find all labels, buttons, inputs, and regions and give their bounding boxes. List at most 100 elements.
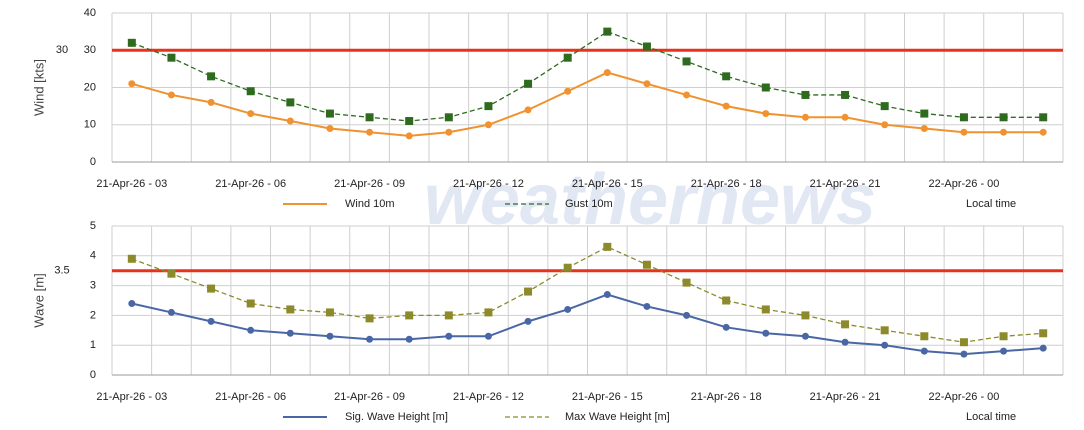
x-note: Local time	[966, 411, 1016, 423]
marker	[484, 121, 492, 129]
marker	[444, 311, 453, 320]
marker	[444, 113, 453, 122]
marker	[127, 38, 136, 47]
watermark: weathernews	[424, 160, 876, 240]
marker	[920, 124, 928, 132]
y-tick-label: 4	[90, 250, 96, 262]
marker	[247, 110, 255, 118]
marker	[643, 80, 651, 88]
marker	[920, 332, 929, 341]
marker	[405, 335, 413, 343]
marker	[841, 90, 850, 99]
marker	[366, 335, 374, 343]
marker	[405, 132, 413, 140]
marker	[167, 308, 175, 316]
marker	[365, 113, 374, 122]
marker	[246, 299, 255, 308]
y-axis-label: Wind [kts]	[31, 59, 46, 116]
marker	[761, 83, 770, 92]
marker	[207, 98, 215, 106]
marker	[880, 326, 889, 335]
marker	[484, 308, 493, 317]
marker	[247, 326, 255, 334]
marker	[246, 87, 255, 96]
marker	[167, 53, 176, 62]
marker	[326, 332, 334, 340]
marker	[1039, 344, 1047, 352]
marker	[999, 113, 1008, 122]
marker	[881, 121, 889, 129]
marker	[960, 128, 968, 136]
x-tick-label: 21-Apr-26 - 09	[334, 178, 405, 190]
marker	[207, 284, 216, 293]
marker	[722, 296, 731, 305]
marker	[563, 53, 572, 62]
marker	[326, 124, 334, 132]
y-tick-label: 5	[90, 220, 96, 232]
x-tick-label: 21-Apr-26 - 15	[572, 391, 643, 403]
y-axis-label: Wave [m]	[31, 273, 46, 327]
y-tick-label: 1	[90, 339, 96, 351]
marker	[286, 117, 294, 125]
legend-label: Gust 10m	[565, 198, 613, 210]
series-line	[131, 293, 1044, 356]
marker	[801, 311, 810, 320]
marker	[841, 338, 849, 346]
marker	[564, 305, 572, 313]
marker	[801, 332, 809, 340]
marker	[563, 263, 572, 272]
marker	[445, 128, 453, 136]
threshold-label: 30	[56, 44, 68, 56]
marker	[564, 87, 572, 95]
marker	[1039, 128, 1047, 136]
marker	[365, 314, 374, 323]
marker	[959, 338, 968, 347]
marker	[1000, 128, 1008, 136]
x-tick-label: 21-Apr-26 - 03	[96, 178, 167, 190]
y-tick-label: 2	[90, 309, 96, 321]
marker	[920, 347, 928, 355]
legend-label: Sig. Wave Height [m]	[345, 411, 448, 423]
marker	[801, 113, 809, 121]
marker	[642, 42, 651, 51]
x-tick-label: 21-Apr-26 - 21	[810, 178, 881, 190]
marker	[286, 329, 294, 337]
marker	[643, 302, 651, 310]
marker	[207, 317, 215, 325]
marker	[128, 80, 136, 88]
marker	[1000, 347, 1008, 355]
marker	[484, 332, 492, 340]
x-tick-label: 21-Apr-26 - 09	[334, 391, 405, 403]
marker	[762, 329, 770, 337]
marker	[880, 102, 889, 111]
marker	[999, 332, 1008, 341]
marker	[524, 317, 532, 325]
marker	[366, 128, 374, 136]
marker	[841, 320, 850, 329]
marker	[286, 305, 295, 314]
marker	[603, 242, 612, 251]
marker	[722, 72, 731, 81]
series-line	[131, 71, 1044, 137]
marker	[207, 72, 216, 81]
marker	[405, 311, 414, 320]
marker	[683, 311, 691, 319]
marker	[1039, 329, 1048, 338]
marker	[722, 323, 730, 331]
marker	[524, 287, 533, 296]
x-tick-label: 21-Apr-26 - 12	[453, 178, 524, 190]
marker	[1039, 113, 1048, 122]
y-tick-label: 30	[84, 44, 96, 56]
marker	[761, 305, 770, 314]
marker	[603, 69, 611, 77]
y-tick-label: 10	[84, 119, 96, 131]
marker	[960, 350, 968, 358]
marker	[603, 27, 612, 36]
series-line	[131, 30, 1044, 122]
marker	[801, 90, 810, 99]
x-tick-label: 21-Apr-26 - 15	[572, 178, 643, 190]
y-tick-label: 0	[90, 369, 96, 381]
series-line	[131, 246, 1044, 343]
x-note: Local time	[966, 198, 1016, 210]
